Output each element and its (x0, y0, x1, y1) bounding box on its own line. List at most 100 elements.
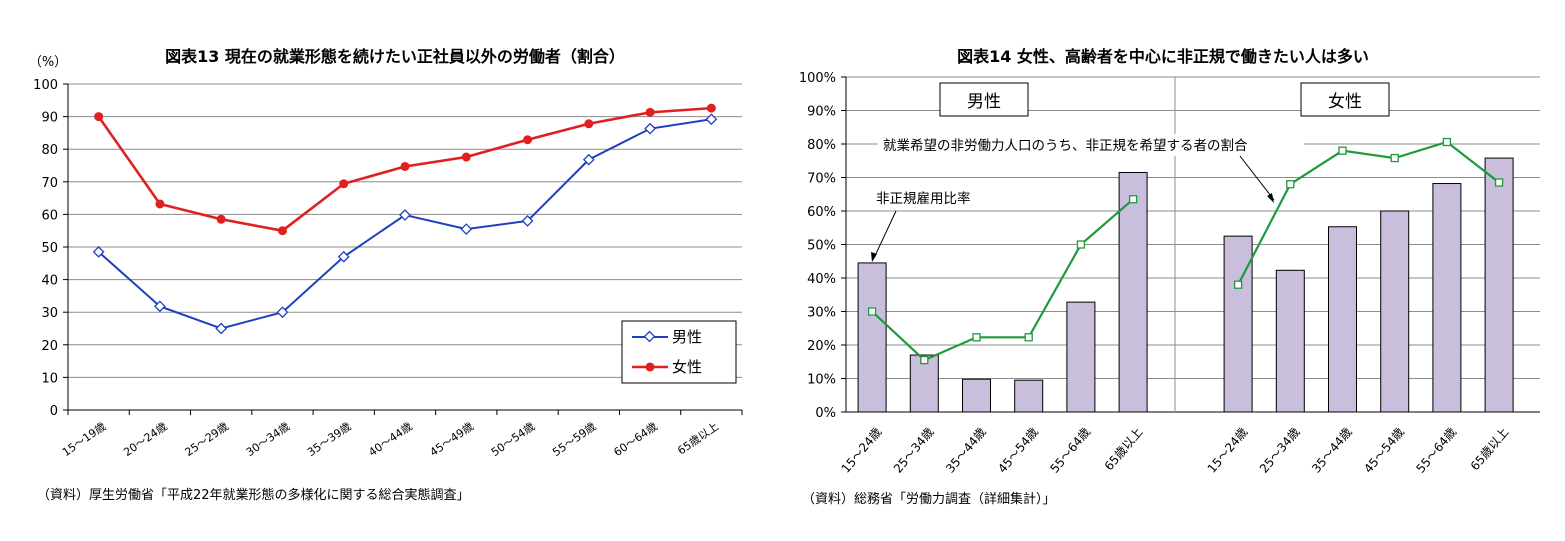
data-point-female (706, 103, 716, 113)
data-point-male (521, 215, 534, 227)
series-line-0 (97, 118, 712, 330)
chart-13-source: （資料）厚生労働省「平成22年就業形態の多様化に関する総合実態調査」 (37, 488, 470, 503)
y-tick-label: 80 (41, 143, 58, 158)
y-tick-label: 0 (50, 404, 58, 419)
y-tick-label: 70% (807, 172, 836, 187)
x-tick-label: 55～59歳 (550, 420, 598, 459)
x-tick-label: 35～44歳 (943, 425, 989, 476)
bar (1066, 301, 1096, 413)
data-point-male (644, 122, 656, 135)
data-point-female (523, 135, 533, 145)
legend-female-label: 女性 (672, 358, 702, 376)
y-tick-label: 60 (41, 208, 58, 223)
y-tick-label: 90% (807, 105, 836, 120)
y-tick-label: 0% (815, 406, 836, 421)
data-point (1442, 137, 1452, 147)
data-point (920, 355, 929, 365)
chart-13-title: 図表13 現在の就業形態を続けたい正社員以外の労働者（割合） (165, 47, 625, 66)
x-tick-label: 35～44歳 (1309, 425, 1355, 476)
bar (909, 354, 939, 413)
bar (1014, 379, 1044, 413)
data-point-male (582, 153, 595, 166)
data-point-female (584, 119, 594, 129)
chart-14-gridlines (845, 76, 1540, 413)
data-point-female (400, 161, 410, 171)
bar (1118, 171, 1148, 413)
bar-annotation-label: 非正規雇用比率 (876, 190, 971, 207)
data-point-male (154, 300, 166, 313)
x-tick-label: 65歳以上 (1102, 425, 1146, 473)
x-tick-label: 15～19歳 (60, 420, 108, 459)
series-line-1 (1237, 140, 1500, 286)
chart-14-bars (857, 157, 1514, 413)
data-point (1494, 178, 1504, 187)
x-tick-label: 65歳以上 (675, 420, 721, 458)
legend-male-marker (643, 330, 656, 343)
bar (1328, 226, 1357, 413)
bar (1223, 235, 1253, 413)
y-tick-label: 30 (41, 306, 58, 321)
data-point-male (399, 209, 411, 221)
bar (1275, 269, 1305, 413)
bar-annotation-bg (870, 187, 998, 209)
x-tick-label: 45～54歳 (995, 425, 1041, 476)
data-point (867, 307, 877, 316)
x-tick-label: 30～34歳 (244, 420, 292, 459)
y-tick-label: 20% (807, 339, 836, 354)
group-label-male: 男性 (967, 92, 1001, 112)
y-tick-label: 50% (807, 239, 836, 254)
chart-13: 図表13 現在の就業形態を続けたい正社員以外の労働者（割合） （%） 0 10 20… (0, 0, 770, 541)
x-tick-label: 55～64歳 (1413, 425, 1459, 476)
data-point-female (461, 152, 471, 162)
data-point (1338, 146, 1347, 155)
y-tick-label: 10 (41, 371, 58, 386)
data-point-female (155, 199, 165, 209)
bar (857, 262, 887, 413)
group-box-female (1300, 82, 1390, 117)
chart-13-series (92, 103, 718, 335)
y-tick-label: 100 (33, 78, 58, 93)
data-point-male (276, 306, 289, 319)
data-point-male (460, 223, 473, 235)
y-tick-label: 70 (41, 176, 58, 191)
bar-annotation-arrow (873, 210, 897, 259)
data-point (1076, 240, 1086, 249)
data-point-female (94, 112, 104, 122)
line-annotation-label: 就業希望の非労働力人口のうち、非正規を希望する者の割合 (883, 137, 1248, 154)
x-tick-label: 65歳以上 (1468, 425, 1512, 473)
data-point (1233, 280, 1243, 289)
x-tick-label: 50～54歳 (489, 420, 537, 459)
x-tick-label: 60～64歳 (611, 420, 659, 459)
data-point (1024, 333, 1033, 342)
chart-13-ylabel: （%） (29, 55, 67, 70)
chart-14-annotations: 就業希望の非労働力人口のうち、非正規を希望する者の割合 非正規雇用比率 (870, 134, 1304, 262)
y-tick-label: 40 (41, 274, 58, 289)
y-tick-label: 30% (807, 306, 836, 321)
data-point-male (215, 322, 228, 335)
chart-14-lines (867, 137, 1504, 365)
y-tick-label: 40% (807, 272, 836, 287)
data-point (1390, 153, 1399, 163)
bar (1484, 157, 1514, 413)
chart-14-group-labels: 男性 女性 (939, 82, 1390, 117)
data-point-female (645, 107, 655, 117)
chart-13-legend: 男性 女性 (621, 320, 737, 384)
x-tick-label: 35～39歳 (305, 420, 353, 459)
y-tick-label: 90 (41, 111, 58, 126)
data-point-female (277, 226, 287, 236)
y-tick-label: 50 (41, 241, 58, 256)
data-point (1128, 195, 1138, 204)
x-tick-label: 25～34歳 (1257, 425, 1303, 476)
bar (1380, 210, 1410, 413)
chart-14-y-ticks: 0% 10% 20% 30% 40% 50% 60% 70% 80% 90% 100% (799, 71, 846, 421)
chart-14: 図表14 女性、高齢者を中心に非正規で働きたい人は多い 0% 10% 20% 30% 4… (770, 0, 1565, 541)
data-point (972, 333, 981, 342)
bar (1432, 183, 1462, 413)
line-annotation-arrow (1239, 155, 1275, 201)
data-point-female (339, 179, 349, 189)
legend-female-marker (645, 362, 655, 372)
x-tick-label: 40～44歳 (366, 420, 414, 459)
x-tick-label: 25～34歳 (891, 425, 937, 476)
x-tick-label: 20～24歳 (121, 420, 169, 459)
data-point-male (92, 246, 105, 258)
